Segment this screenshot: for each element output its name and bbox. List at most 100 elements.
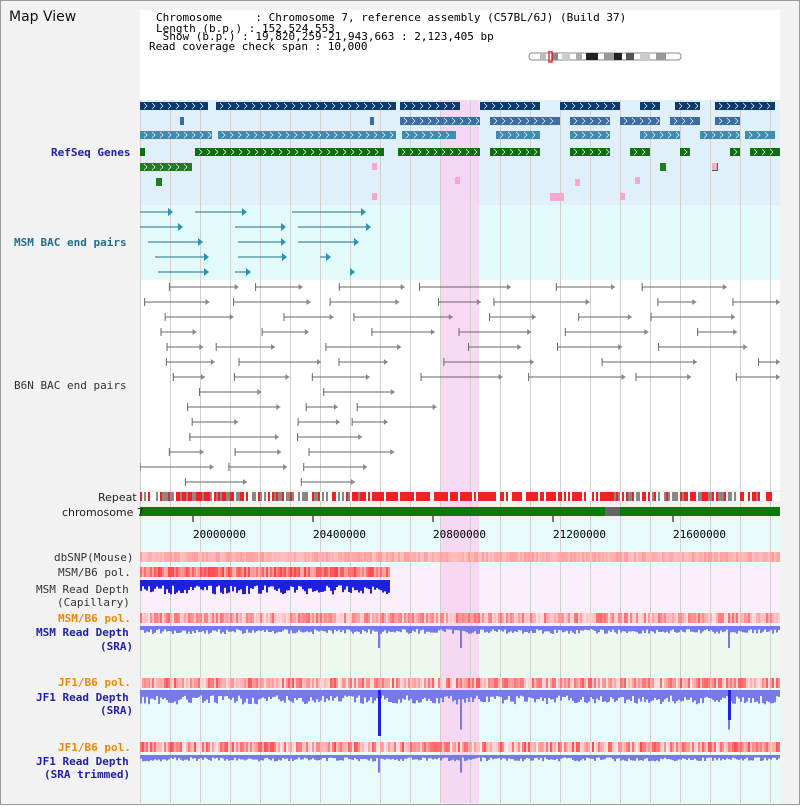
heat-cell bbox=[404, 613, 406, 623]
heat-cell bbox=[716, 678, 718, 688]
chromosome-ideogram[interactable] bbox=[528, 51, 684, 63]
gene-strand-arrow bbox=[159, 163, 164, 171]
heat-cell bbox=[544, 552, 546, 562]
heat-cell bbox=[222, 567, 224, 577]
read-depth-bar bbox=[420, 690, 422, 703]
gene-strand-arrow bbox=[374, 148, 379, 156]
heat-cell bbox=[382, 552, 384, 562]
repeat-feature bbox=[494, 492, 496, 501]
gene-strand-arrow bbox=[673, 117, 678, 125]
read-depth-bar bbox=[314, 626, 316, 630]
axis-tick-label: 21200000 bbox=[553, 528, 606, 541]
read-depth-bar bbox=[170, 755, 172, 758]
heat-cell bbox=[312, 613, 314, 623]
read-depth-bar bbox=[312, 755, 314, 759]
read-depth-bar bbox=[700, 690, 702, 699]
read-depth-bar bbox=[490, 690, 492, 697]
read-depth-bar bbox=[764, 626, 766, 630]
read-depth-bar bbox=[514, 755, 516, 761]
heat-cell bbox=[586, 552, 588, 562]
gene-strand-arrow bbox=[143, 102, 148, 110]
heat-cell bbox=[568, 552, 570, 562]
b6n-bac-end bbox=[329, 314, 334, 320]
read-depth-bar bbox=[528, 755, 530, 759]
heat-cell bbox=[554, 678, 556, 688]
read-depth-bar bbox=[430, 626, 432, 633]
read-depth-bar bbox=[742, 690, 744, 698]
track-panel[interactable] bbox=[139, 100, 780, 803]
repeat-feature bbox=[532, 492, 534, 501]
heat-cell bbox=[428, 742, 430, 752]
read-depth-bar bbox=[306, 626, 308, 632]
read-depth-bar bbox=[514, 690, 516, 705]
repeat-feature bbox=[776, 492, 778, 501]
heat-cell bbox=[768, 742, 770, 752]
heat-cell bbox=[392, 742, 394, 752]
read-depth-bar bbox=[710, 755, 712, 758]
read-depth-bar bbox=[514, 626, 516, 632]
gene-strand-arrow bbox=[317, 131, 322, 139]
read-depth-bar bbox=[460, 626, 462, 648]
heat-cell bbox=[654, 678, 656, 688]
read-depth-bar bbox=[460, 755, 462, 773]
gene-strand-arrow bbox=[419, 117, 424, 125]
heat-cell bbox=[372, 552, 374, 562]
heat-cell bbox=[188, 613, 190, 623]
heat-cell bbox=[650, 552, 652, 562]
read-depth-bar bbox=[706, 626, 708, 630]
read-depth-bar bbox=[496, 626, 498, 632]
read-depth-bar bbox=[166, 626, 168, 632]
heat-cell bbox=[684, 678, 686, 688]
track-canvas[interactable] bbox=[139, 100, 780, 803]
heat-cell bbox=[244, 567, 246, 577]
gene-strand-arrow bbox=[483, 102, 488, 110]
heat-cell bbox=[442, 742, 444, 752]
repeat-feature bbox=[436, 492, 438, 501]
heat-cell bbox=[238, 552, 240, 562]
heat-cell bbox=[532, 552, 534, 562]
read-depth-bar bbox=[548, 755, 550, 760]
refseq-gene bbox=[620, 117, 660, 125]
heat-cell bbox=[406, 742, 408, 752]
heat-cell bbox=[552, 678, 554, 688]
gene-strand-arrow bbox=[459, 117, 464, 125]
read-depth-bar bbox=[672, 755, 674, 761]
repeat-feature bbox=[284, 492, 286, 501]
repeat-feature bbox=[434, 492, 436, 501]
read-depth-bar bbox=[368, 626, 370, 630]
repeat-feature bbox=[710, 492, 712, 501]
heat-cell bbox=[656, 678, 658, 688]
read-depth-bar bbox=[644, 626, 646, 634]
gene-strand-arrow bbox=[427, 117, 432, 125]
b6n-bac-end bbox=[234, 419, 239, 425]
gene-strand-arrow bbox=[435, 117, 440, 125]
heat-cell bbox=[754, 678, 756, 688]
read-depth-bar bbox=[256, 626, 258, 632]
repeat-feature bbox=[620, 492, 622, 501]
read-depth-bar bbox=[216, 626, 218, 632]
heat-cell bbox=[204, 613, 206, 623]
heat-cell bbox=[208, 613, 210, 623]
repeat-feature bbox=[478, 492, 480, 501]
read-depth-bar bbox=[716, 755, 718, 761]
read-depth-bar bbox=[286, 755, 288, 759]
heat-cell bbox=[506, 552, 508, 562]
heat-cell bbox=[758, 742, 760, 752]
read-depth-bar bbox=[718, 755, 720, 759]
gene-strand-arrow bbox=[589, 131, 594, 139]
repeat-feature bbox=[588, 492, 590, 501]
b6n-bac-end bbox=[390, 389, 395, 395]
msm-bac-end bbox=[204, 268, 209, 276]
heat-cell bbox=[286, 742, 288, 752]
heat-cell bbox=[742, 552, 744, 562]
read-depth-bar bbox=[172, 690, 174, 703]
heat-cell bbox=[214, 742, 216, 752]
read-depth-bar bbox=[492, 626, 494, 630]
repeat-feature bbox=[564, 492, 566, 501]
gene-strand-arrow bbox=[748, 131, 753, 139]
refseq-gene bbox=[570, 148, 610, 156]
heat-cell bbox=[778, 613, 780, 623]
heat-cell bbox=[218, 742, 220, 752]
heat-cell bbox=[268, 552, 270, 562]
heat-cell bbox=[718, 552, 720, 562]
